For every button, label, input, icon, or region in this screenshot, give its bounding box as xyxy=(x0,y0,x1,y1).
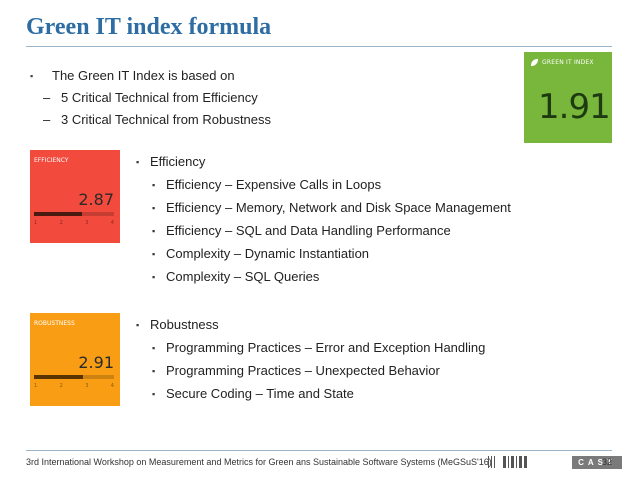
intro-heading: The Green IT Index is based on xyxy=(52,68,235,83)
square-bullet-icon: ▪ xyxy=(152,388,156,399)
title-divider xyxy=(26,46,612,47)
square-bullet-icon: ▪ xyxy=(152,342,156,353)
robustness-list: ▪ Robustness ▪ Programming Practices – E… xyxy=(136,313,485,405)
progress-fill xyxy=(34,212,82,216)
tick-labels: 1 2 3 4 xyxy=(34,220,114,226)
efficiency-list: ▪ Efficiency ▪ Efficiency – Expensive Ca… xyxy=(136,150,511,288)
robustness-tile: ROBUSTNESS 2.91 1 2 3 4 xyxy=(30,313,120,406)
list-heading-row: ▪ Robustness xyxy=(136,313,485,336)
footer-text: 3rd International Workshop on Measuremen… xyxy=(26,457,492,467)
slide-title: Green IT index formula xyxy=(26,14,272,40)
list-item: ▪ Efficiency – Memory, Network and Disk … xyxy=(152,200,511,215)
list-item: –5 Critical Technical from Efficiency xyxy=(43,90,258,105)
square-bullet-icon: ▪ xyxy=(136,156,140,167)
tick-labels: 1 2 3 4 xyxy=(34,383,114,389)
list-item: ▪ Secure Coding – Time and State xyxy=(152,386,354,401)
square-bullet-icon: ▪ xyxy=(152,225,156,236)
list-heading-row: ▪ Efficiency xyxy=(136,150,511,173)
green-it-index-tile: GREEN IT INDEX 1.91 xyxy=(524,52,612,143)
progress-track xyxy=(34,375,114,379)
list-item: ▪ Efficiency – Expensive Calls in Loops xyxy=(152,177,382,192)
tick-label: 4 xyxy=(110,383,114,389)
tile-value: 2.87 xyxy=(78,190,114,209)
tile-value: 1.91 xyxy=(538,87,611,127)
list-item: ▪ Programming Practices – Error and Exce… xyxy=(152,340,486,355)
brand-logo: CAST xyxy=(572,456,622,469)
tick-label: 2 xyxy=(59,383,63,389)
tile-label: ROBUSTNESS xyxy=(34,320,75,327)
square-bullet-icon: ▪ xyxy=(152,202,156,213)
slide-footer: 3rd International Workshop on Measuremen… xyxy=(26,450,622,472)
progress-fill xyxy=(34,375,83,379)
dash-bullet-icon: – xyxy=(43,90,51,105)
tick-label: 4 xyxy=(110,220,114,226)
square-bullet-icon: ▪ xyxy=(152,179,156,190)
tile-label: GREEN IT INDEX xyxy=(542,59,594,66)
progress-track xyxy=(34,212,114,216)
square-bullet-icon: ▪ xyxy=(152,365,156,376)
list-heading: Robustness xyxy=(150,317,219,332)
tick-label: 3 xyxy=(85,220,89,226)
list-item: ▪ Programming Practices – Unexpected Beh… xyxy=(152,363,440,378)
leaf-icon xyxy=(530,58,539,67)
square-bullet-icon: ▪ xyxy=(136,319,140,330)
tick-label: 1 xyxy=(34,220,38,226)
dash-bullet-icon: – xyxy=(43,112,51,127)
tick-label: 1 xyxy=(34,383,38,389)
efficiency-tile: EFFICIENCY 2.87 1 2 3 4 xyxy=(30,150,120,243)
tile-value: 2.91 xyxy=(78,353,114,372)
square-bullet-icon: ▪ xyxy=(152,271,156,282)
square-bullet-icon: ▪ xyxy=(30,71,34,81)
list-item: –3 Critical Technical from Robustness xyxy=(43,112,272,127)
tile-label: EFFICIENCY xyxy=(34,157,69,164)
list-heading: Efficiency xyxy=(150,154,206,169)
tick-label: 2 xyxy=(59,220,63,226)
intro-heading-row: ▪ The Green IT Index is based on xyxy=(30,68,271,90)
tick-label: 3 xyxy=(85,383,89,389)
square-bullet-icon: ▪ xyxy=(152,248,156,259)
list-item: ▪ Complexity – Dynamic Instantiation xyxy=(152,246,370,261)
page-number: 32 xyxy=(601,457,612,467)
barcode-decoration-icon xyxy=(488,456,529,468)
list-item: ▪ Efficiency – SQL and Data Handling Per… xyxy=(152,223,451,238)
intro-list: ▪ The Green IT Index is based on –5 Crit… xyxy=(30,68,271,134)
list-item: ▪ Complexity – SQL Queries xyxy=(152,269,320,284)
